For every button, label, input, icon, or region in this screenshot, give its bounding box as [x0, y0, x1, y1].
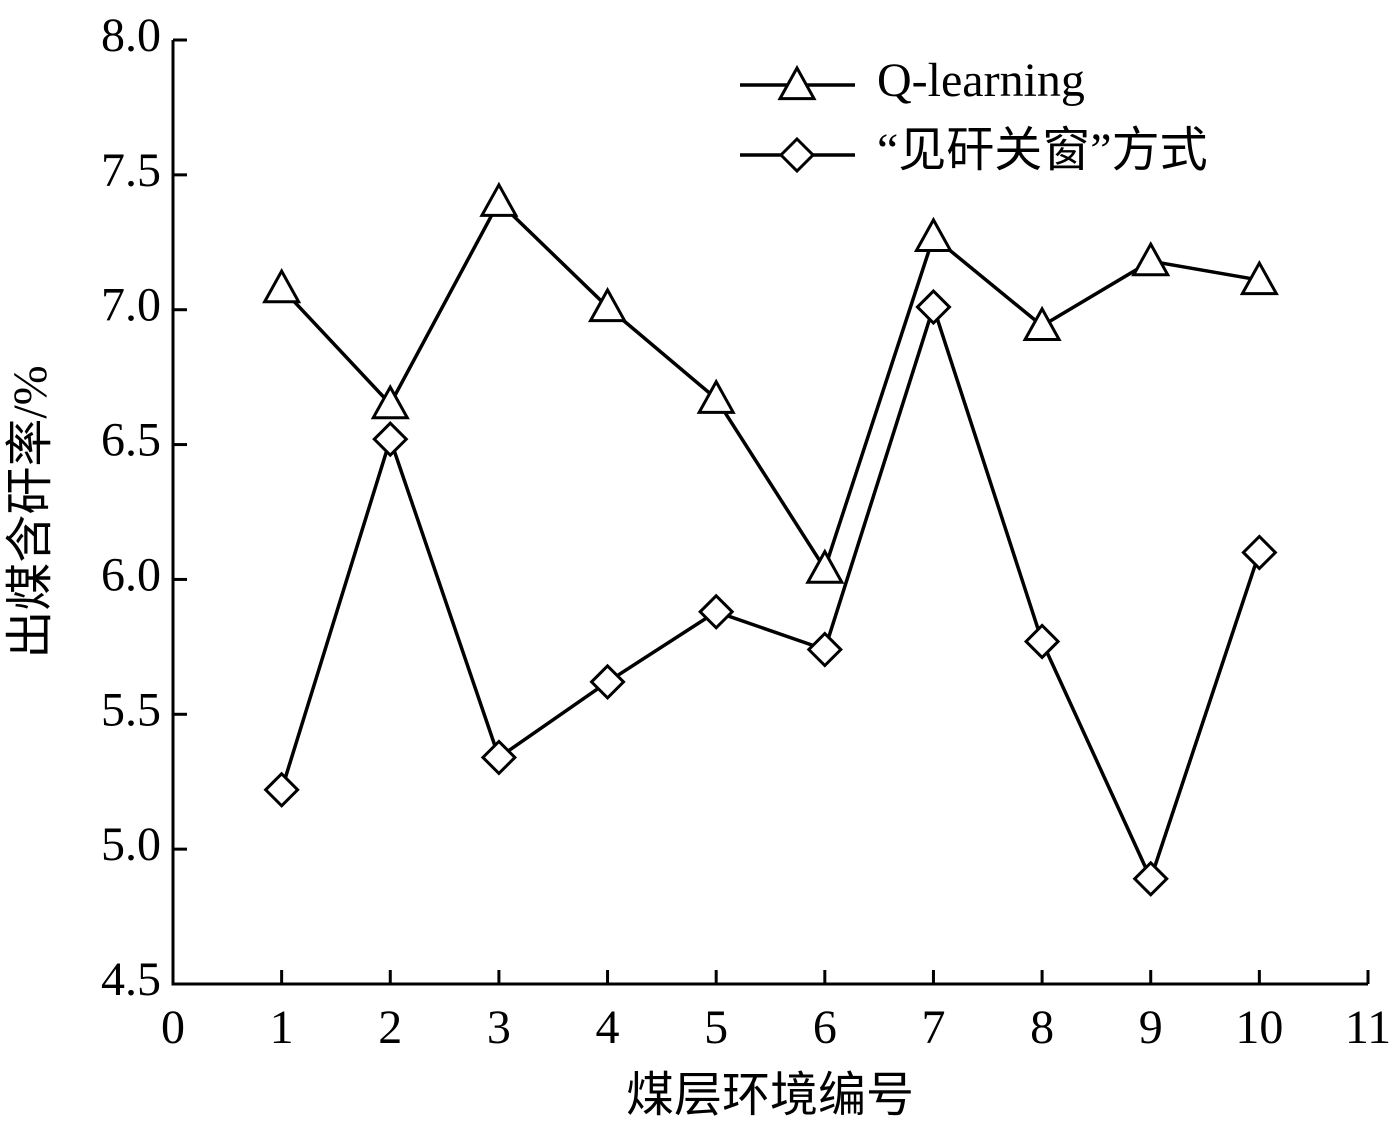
- y-tick-label: 7.0: [101, 279, 161, 332]
- marker: [913, 216, 954, 252]
- y-tick-label: 5.5: [101, 683, 161, 736]
- marker: [698, 593, 735, 630]
- marker: [589, 663, 626, 701]
- y-tick-label: 5.0: [101, 818, 161, 871]
- legend-label: Q-learning: [877, 54, 1085, 107]
- marker: [696, 378, 736, 414]
- marker: [1022, 305, 1062, 341]
- y-tick-label: 4.5: [101, 953, 161, 1006]
- y-tick-label: 6.0: [101, 548, 161, 601]
- legend-marker: [777, 64, 817, 101]
- marker: [1132, 860, 1169, 897]
- x-tick-label: 5: [704, 1001, 728, 1054]
- y-tick-label: 6.5: [101, 414, 161, 467]
- marker: [806, 631, 843, 668]
- marker: [370, 384, 410, 420]
- x-tick-label: 11: [1345, 1001, 1391, 1054]
- x-tick-label: 10: [1235, 1001, 1283, 1054]
- x-tick-label: 6: [813, 1001, 837, 1054]
- x-tick-label: 0: [161, 1001, 185, 1054]
- y-tick-label: 8.0: [101, 9, 161, 62]
- marker: [263, 771, 300, 808]
- y-axis-label: 出煤含矸率/%: [4, 365, 57, 658]
- marker: [1131, 241, 1171, 277]
- marker: [1239, 259, 1279, 296]
- x-tick-label: 9: [1139, 1001, 1163, 1054]
- marker: [915, 288, 952, 326]
- marker: [480, 739, 518, 776]
- marker: [479, 181, 519, 217]
- x-tick-label: 3: [487, 1001, 511, 1054]
- series-line: [280, 198, 1260, 573]
- marker: [805, 548, 845, 584]
- marker: [262, 268, 302, 304]
- marker: [587, 286, 628, 323]
- x-tick-label: 7: [921, 1001, 945, 1054]
- axes: [171, 40, 1368, 986]
- y-tick-label: 7.5: [101, 144, 161, 197]
- marker: [372, 421, 409, 458]
- x-tick-label: 4: [596, 1001, 620, 1054]
- legend-label: “见矸关窗”方式: [877, 124, 1208, 177]
- legend-marker: [778, 136, 816, 174]
- x-tick-label: 1: [270, 1001, 294, 1054]
- series-line: [279, 301, 1262, 884]
- x-axis-label: 煤层环境编号: [626, 1069, 914, 1122]
- marker: [1241, 534, 1278, 571]
- x-tick-label: 2: [378, 1001, 402, 1054]
- x-tick-label: 8: [1030, 1001, 1054, 1054]
- marker: [1023, 623, 1061, 660]
